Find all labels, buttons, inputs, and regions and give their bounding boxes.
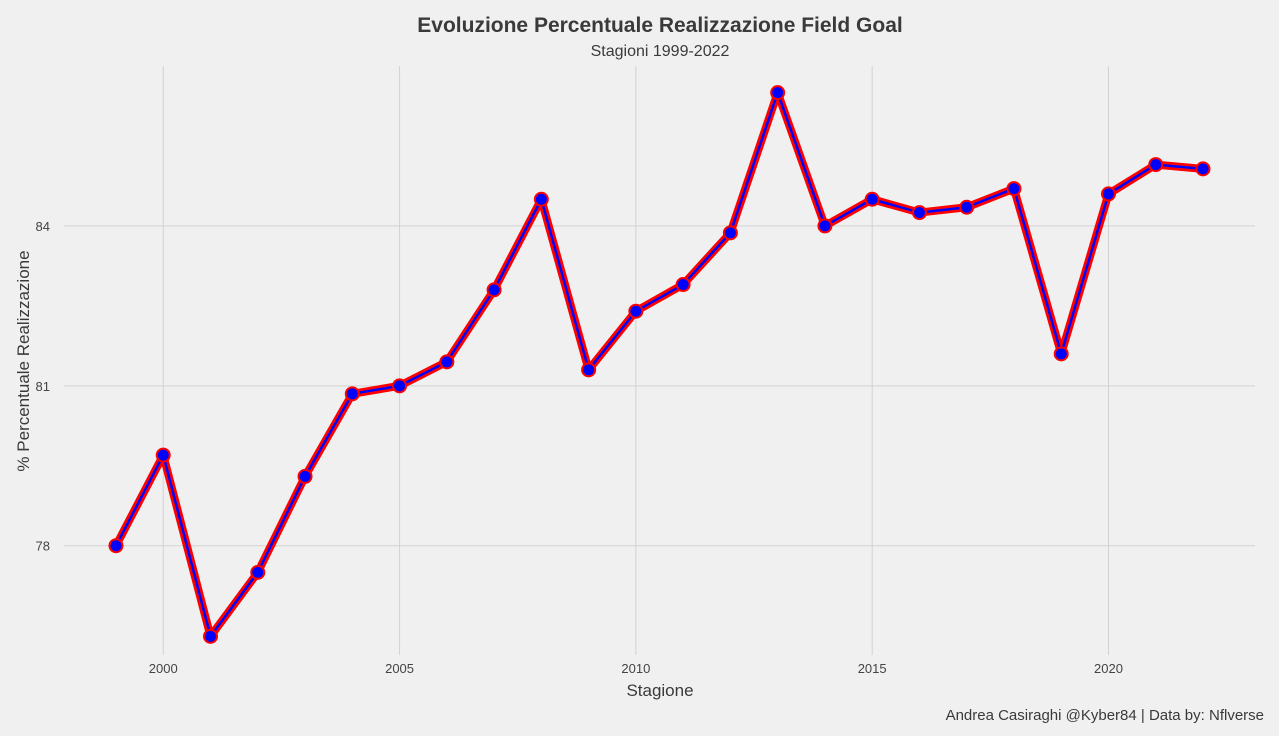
data-point-2008 xyxy=(533,191,549,207)
data-point-2015 xyxy=(864,191,880,207)
data-point-2022 xyxy=(1195,161,1211,177)
data-point-2019 xyxy=(1053,346,1069,362)
data-point-2009 xyxy=(581,362,597,378)
data-point-2016 xyxy=(911,205,927,221)
y-tick-label: 81 xyxy=(36,379,50,394)
x-tick-label: 2015 xyxy=(858,661,887,676)
y-axis-title: % Percentuale Realizzazione xyxy=(14,250,33,471)
x-axis-title: Stagione xyxy=(626,681,693,700)
data-point-2003 xyxy=(297,468,313,484)
y-tick-label: 78 xyxy=(36,539,50,554)
data-point-2018 xyxy=(1006,181,1022,197)
data-point-2011 xyxy=(675,277,691,293)
data-point-2010 xyxy=(628,303,644,319)
data-point-2002 xyxy=(250,564,266,580)
data-point-2012 xyxy=(722,225,738,241)
chart-caption: Andrea Casiraghi @Kyber84 | Data by: Nfl… xyxy=(946,707,1264,724)
data-point-2006 xyxy=(439,354,455,370)
gridlines xyxy=(64,66,1255,655)
data-point-2020 xyxy=(1100,186,1116,202)
data-point-1999 xyxy=(108,538,124,554)
chart-title: Evoluzione Percentuale Realizzazione Fie… xyxy=(417,14,902,37)
tick-labels: 2000 2005 2010 2015 2020 78 81 84 xyxy=(36,219,1123,676)
data-point-2001 xyxy=(203,628,219,644)
data-point-2007 xyxy=(486,282,502,298)
data-point-2021 xyxy=(1148,157,1164,173)
data-point-2013 xyxy=(770,85,786,101)
data-point-2014 xyxy=(817,218,833,234)
series-line-group xyxy=(111,88,1208,641)
x-tick-label: 2010 xyxy=(621,661,650,676)
data-point-2004 xyxy=(344,386,360,402)
x-tick-label: 2000 xyxy=(149,661,178,676)
series-line xyxy=(114,91,1205,638)
data-point-2017 xyxy=(959,199,975,215)
data-point-2005 xyxy=(392,378,408,394)
y-tick-label: 84 xyxy=(36,219,50,234)
chart-subtitle: Stagioni 1999-2022 xyxy=(591,43,730,60)
data-point-2000 xyxy=(155,447,171,463)
x-tick-label: 2005 xyxy=(385,661,414,676)
data-points xyxy=(108,85,1211,644)
x-tick-label: 2020 xyxy=(1094,661,1123,676)
series-line-outline xyxy=(111,88,1208,641)
